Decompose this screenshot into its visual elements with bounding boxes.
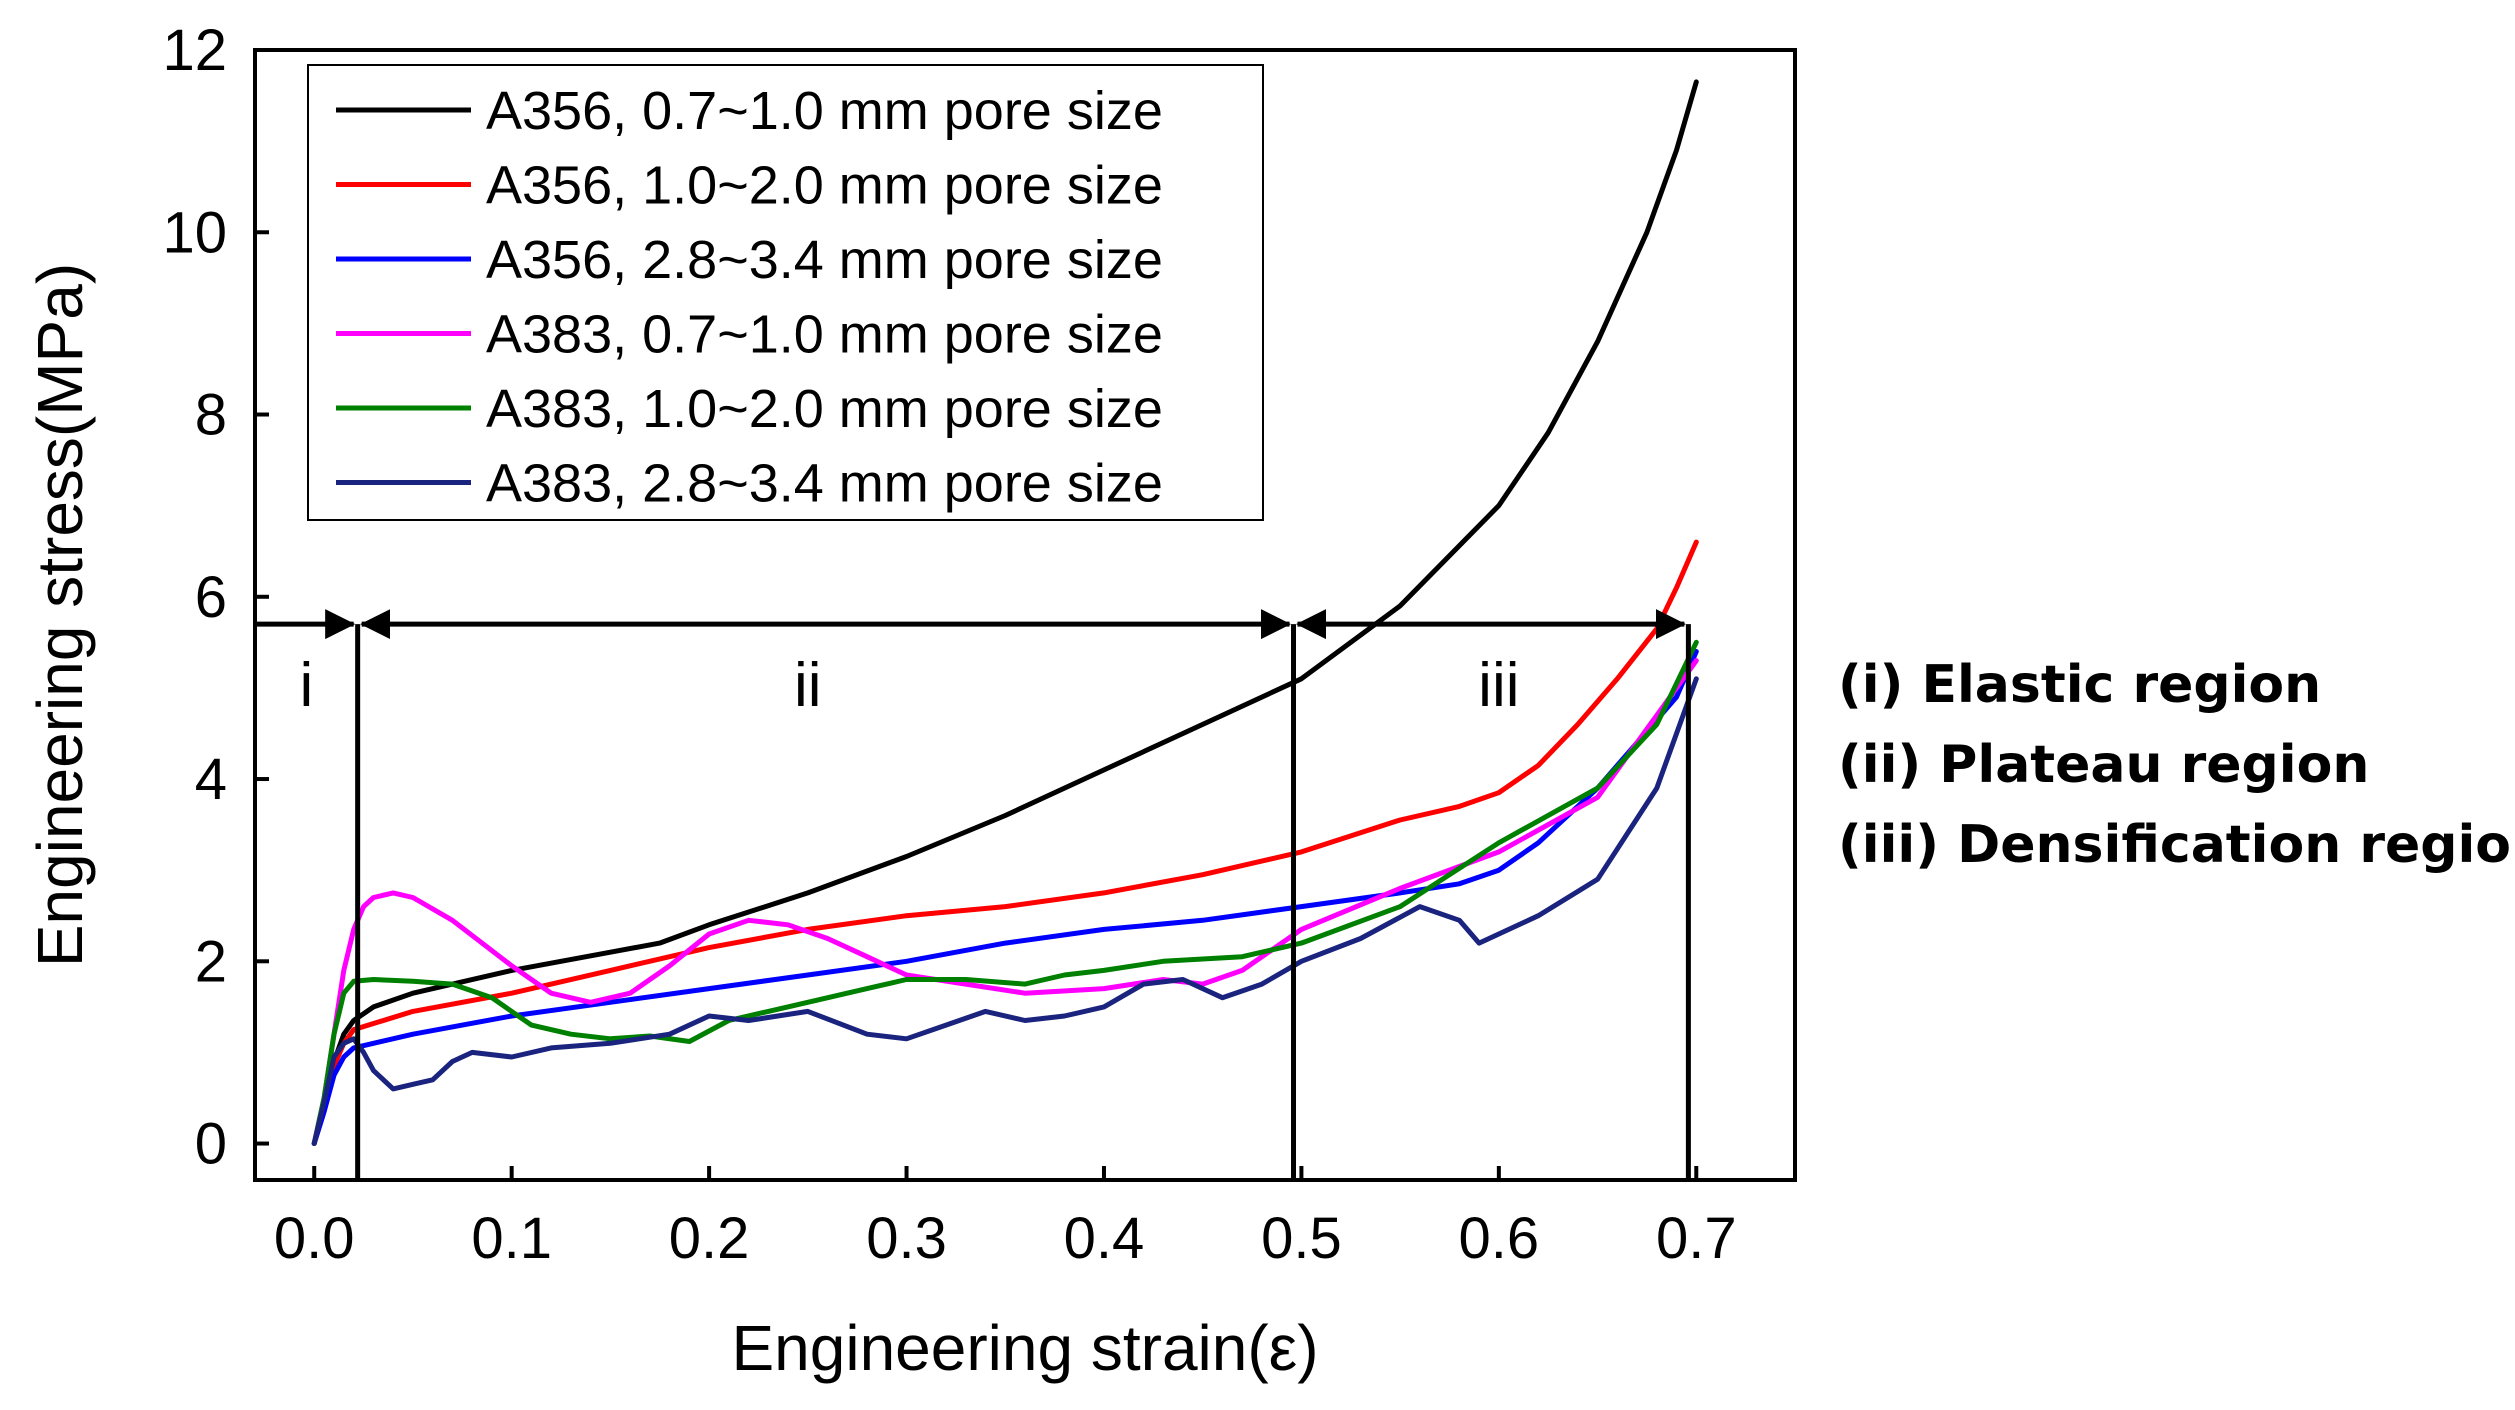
y-tick-label: 6 <box>195 565 227 630</box>
series-line-1 <box>311 79 1699 1146</box>
series-line-5 <box>311 639 1699 1146</box>
legend: A356, 0.7~1.0 mm pore size A356, 1.0~2.0 … <box>307 64 1264 521</box>
region-label-ii: ii <box>794 651 822 720</box>
x-tick-label: 0.4 <box>1064 1206 1145 1271</box>
legend-entry-label: A383, 2.8~3.4 mm pore size <box>486 454 1163 514</box>
y-tick-label: 12 <box>162 18 227 83</box>
tick-layer: 0.0 0.1 0.2 0.3 0.4 0.5 0.6 0.7 0 2 4 6 8 10 12 <box>162 18 1736 1271</box>
y-tick-label: 10 <box>162 200 227 265</box>
series-layer <box>311 79 1699 1146</box>
region-note: (ii) Plateau region <box>1838 735 2369 795</box>
legend-entry-label: A356, 0.7~1.0 mm pore size <box>486 81 1163 141</box>
legend-box <box>307 64 1264 521</box>
region-label-i: i <box>299 651 313 720</box>
y-tick-label: 8 <box>195 383 227 448</box>
region-label-iii: iii <box>1478 651 1519 720</box>
x-tick-label: 0.7 <box>1656 1206 1737 1271</box>
x-tick-label: 0.1 <box>471 1206 552 1271</box>
x-tick-label: 0.2 <box>669 1206 750 1271</box>
legend-entry-label: A356, 2.8~3.4 mm pore size <box>486 230 1163 290</box>
legend-entry-label: A383, 1.0~2.0 mm pore size <box>486 379 1163 439</box>
region-notes: (i) Elastic region (ii) Plateau region (ii… <box>1838 655 2515 875</box>
region-layer: i ii iii <box>255 609 1691 1180</box>
region-note: (iii) Densification region <box>1838 815 2515 875</box>
region-note: (i) Elastic region <box>1838 655 2321 715</box>
series-line-4 <box>311 658 1699 1146</box>
x-tick-label: 0.6 <box>1459 1206 1540 1271</box>
y-tick-label: 4 <box>195 747 227 812</box>
series-line-3 <box>311 649 1699 1146</box>
y-tick-label: 0 <box>195 1112 227 1177</box>
y-tick-label: 2 <box>195 929 227 994</box>
x-tick-label: 0.5 <box>1261 1206 1342 1271</box>
plot-frame <box>253 48 1797 1182</box>
legend-entry-label: A383, 0.7~1.0 mm pore size <box>486 305 1163 365</box>
series-line-6 <box>311 676 1699 1146</box>
x-tick-label: 0.0 <box>274 1206 355 1271</box>
x-tick-label: 0.3 <box>866 1206 947 1271</box>
legend-entry-label: A356, 1.0~2.0 mm pore size <box>486 156 1163 216</box>
x-axis-title: Engineering strain(ε) <box>731 1312 1318 1384</box>
series-line-2 <box>311 539 1699 1146</box>
y-axis-title: Engineering stress(MPa) <box>24 263 96 967</box>
